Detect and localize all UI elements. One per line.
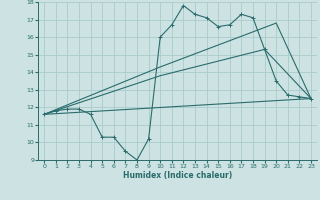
X-axis label: Humidex (Indice chaleur): Humidex (Indice chaleur) bbox=[123, 171, 232, 180]
